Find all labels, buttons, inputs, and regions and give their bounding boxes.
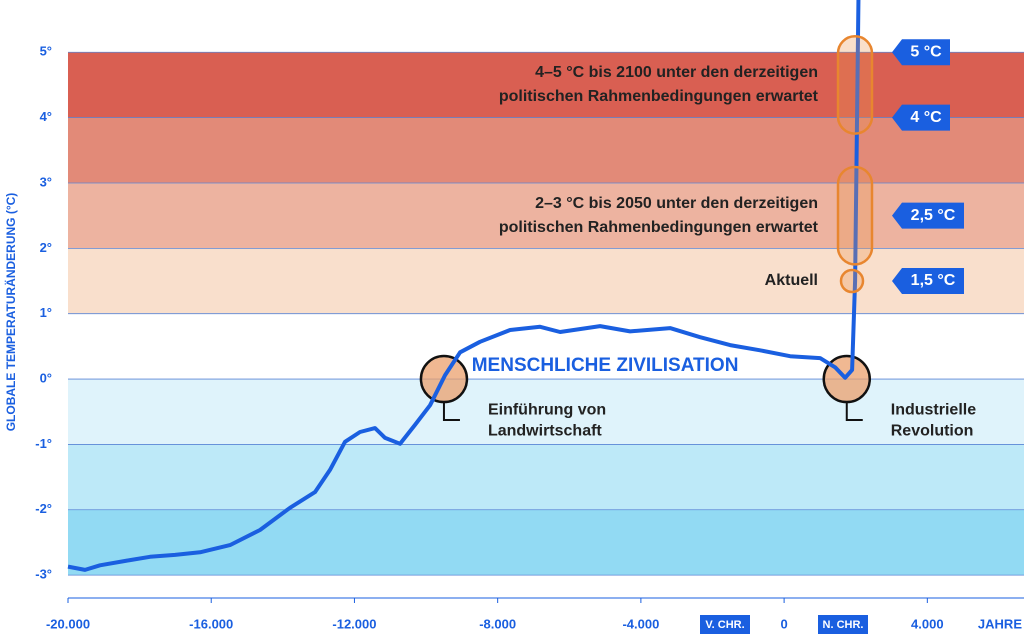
series-label: MENSCHLICHE ZIVILISATION xyxy=(472,355,739,376)
era-badge xyxy=(700,615,750,634)
y-tick-label: 0° xyxy=(40,370,52,385)
era-badge xyxy=(818,615,868,634)
y-tick-label: 3° xyxy=(40,174,52,189)
x-tick-label: -4.000 xyxy=(622,616,659,631)
y-tick-label: -3° xyxy=(35,567,52,582)
x-tick-label: -16.000 xyxy=(189,616,233,631)
temperature-line xyxy=(67,0,861,572)
y-tick-label: -1° xyxy=(35,436,52,451)
range-note: 4–5 °C bis 2100 unter den derzeitigen xyxy=(535,64,818,81)
y-axis-label: GLOBALE TEMPERATURÄNDERUNG (°C) xyxy=(3,193,18,432)
event-label: Landwirtschaft xyxy=(488,422,602,439)
range-note: politischen Rahmenbedingungen erwartet xyxy=(499,219,819,236)
range-oval xyxy=(836,165,874,266)
event-label: Industrielle xyxy=(891,401,976,418)
event-label: Revolution xyxy=(891,422,974,439)
era-label: V. CHR. xyxy=(700,615,750,634)
range-note: politischen Rahmenbedingungen erwartet xyxy=(499,88,819,105)
era-label: N. CHR. xyxy=(818,615,868,634)
x-tick-label: 4.000 xyxy=(911,616,944,631)
event-leader xyxy=(845,402,863,422)
range-oval xyxy=(836,35,874,135)
era-text: V. CHR. xyxy=(705,619,744,631)
band xyxy=(68,52,1024,118)
x-axis-label: JAHRE xyxy=(978,616,1022,631)
y-tick-label: -2° xyxy=(35,501,52,516)
era-text: N. CHR. xyxy=(823,619,864,631)
marker-badge xyxy=(892,104,950,131)
band xyxy=(68,444,1024,510)
range-circle xyxy=(839,268,865,294)
marker-badge xyxy=(892,202,964,229)
y-tick-label: 1° xyxy=(40,305,52,320)
x-tick-label: 0 xyxy=(780,616,787,631)
marker-label: 4 °C xyxy=(910,109,942,126)
marker-label: 5 °C xyxy=(910,44,942,61)
band xyxy=(68,117,1024,183)
y-tick-label: 4° xyxy=(40,109,52,124)
range-note: 2–3 °C bis 2050 unter den derzeitigen xyxy=(535,195,818,212)
event-label: Einführung von xyxy=(488,401,606,418)
y-tick-label: 5° xyxy=(40,44,52,59)
band xyxy=(68,509,1024,576)
x-tick-label: -8.000 xyxy=(479,616,516,631)
band xyxy=(68,182,1024,249)
marker-label: 1,5 °C xyxy=(911,272,956,289)
x-tick-label: -20.000 xyxy=(46,616,90,631)
band xyxy=(68,248,1024,314)
marker-label: 2,5 °C xyxy=(911,207,956,224)
y-tick-label: 2° xyxy=(40,240,52,255)
marker-badge xyxy=(892,268,964,295)
marker-badge xyxy=(892,39,950,66)
range-note: Aktuell xyxy=(765,272,818,289)
x-tick-label: -12.000 xyxy=(332,616,376,631)
event-leader xyxy=(442,402,460,422)
